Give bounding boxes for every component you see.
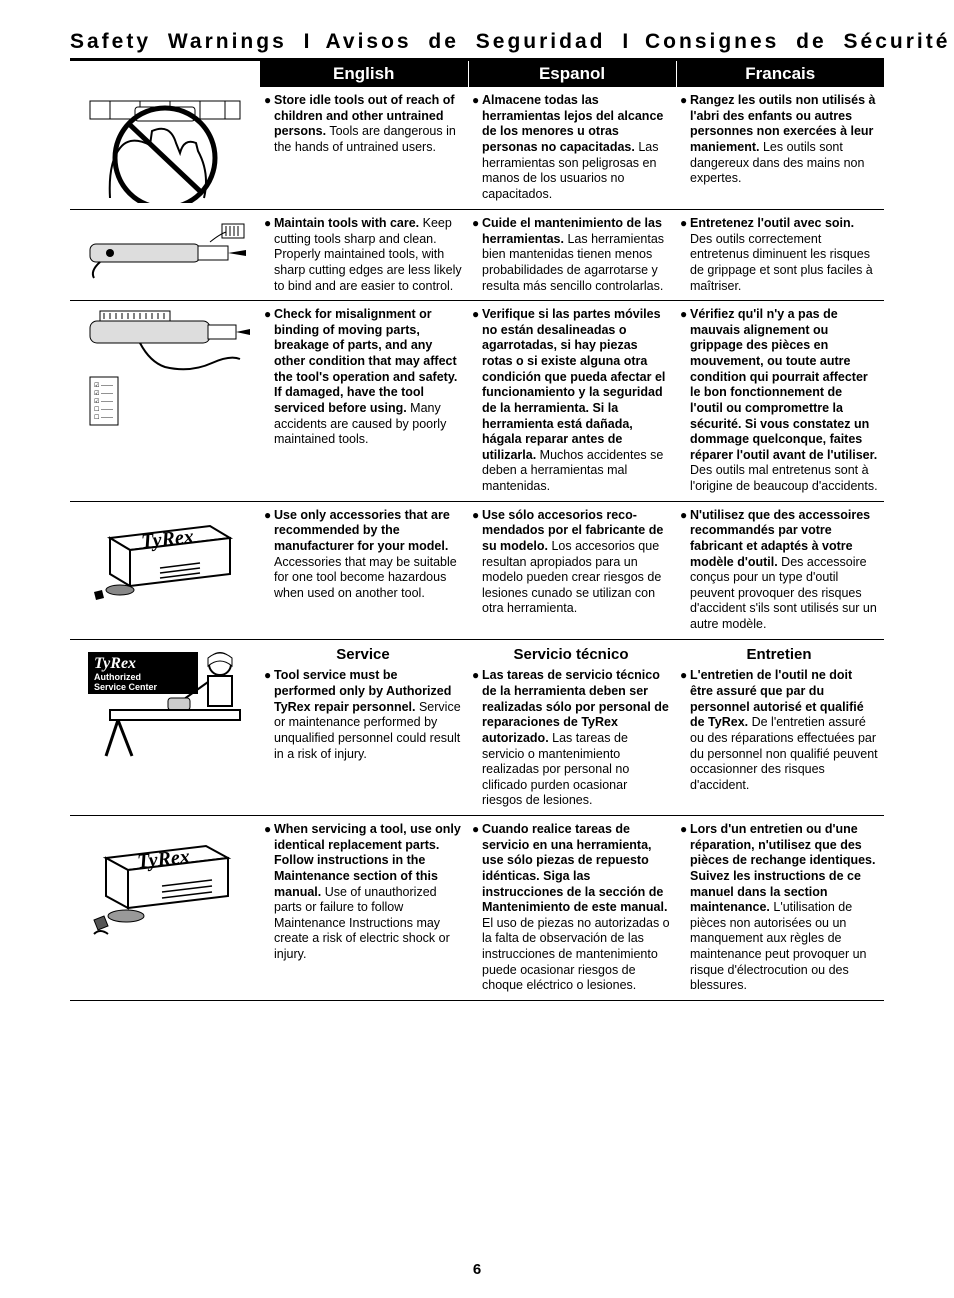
bullet-icon: ● [472,508,482,523]
cell-text: Las tareas de servicio técnico de la her… [482,668,670,809]
cell-text: When servicing a tool, use only identica… [274,822,462,963]
bullet-icon: ● [680,668,690,683]
title-sep1: I [304,30,310,53]
illustration-service-center: TyRex Authorized Service Center [70,639,260,815]
svg-text:☑ ——: ☑ —— [94,390,113,397]
blank-header [70,61,260,87]
illustration-checklist: ☑ ——☑ ——☑ ——☐ ——☐ —— [70,301,260,502]
cell-text: Rangez les outils non utilisés à l'abri … [690,93,878,187]
header-fr: Francais [676,61,884,87]
svg-text:☐ ——: ☐ —— [94,414,113,421]
title-en: Safety Warnings [70,30,287,53]
header-es: Espanol [468,61,676,87]
illustration-replacement-parts: TyRex [70,816,260,1001]
title-fr: Consignes de Sécurité [645,30,950,53]
table-row: ☑ ——☑ ——☑ ——☐ ——☐ —— ●Check for misalign… [70,301,884,502]
section-heading-fr: Entretien [680,646,878,665]
cell-text: Tool service must be performed only by A… [274,668,462,762]
svg-text:☑ ——: ☑ —— [94,382,113,389]
title-sep2: I [622,30,628,53]
bullet-icon: ● [264,93,274,108]
cell-text: Vérifiez qu'il n'y a pas de mauvais alig… [690,307,878,495]
table-row: TyRex ●Use only accessories that are rec… [70,501,884,639]
table-row: ●Store idle tools out of reach of childr… [70,87,884,210]
illustration-accessories-box: TyRex [70,501,260,639]
table-row: ●Maintain tools with care. Keep cutting … [70,210,884,301]
cell-text: Maintain tools with care. Keep cutting t… [274,216,462,294]
bullet-icon: ● [680,93,690,108]
svg-text:Service Center: Service Center [94,682,158,692]
svg-text:☑ ——: ☑ —— [94,398,113,405]
warnings-table: English Espanol Francais ●Store idle too… [70,61,884,1001]
svg-text:Authorized: Authorized [94,672,141,682]
cell-text: Entretenez l'outil avec soin. Des outils… [690,216,878,294]
cell-text: Lors d'un entretien ou d'une réparation,… [690,822,878,994]
cell-text: L'entretien de l'outil ne doit être assu… [690,668,878,793]
bullet-icon: ● [264,822,274,837]
bullet-icon: ● [472,307,482,322]
bullet-icon: ● [472,668,482,683]
bullet-icon: ● [680,508,690,523]
bullet-icon: ● [680,307,690,322]
bullet-icon: ● [264,508,274,523]
table-row: TyRex Authorized Service Center Service … [70,639,884,815]
page-number: 6 [70,1261,884,1278]
bullet-icon: ● [472,216,482,231]
cell-text: Cuide el mantenimiento de las herramient… [482,216,670,294]
cell-text: Check for misalignment or binding of mov… [274,307,462,448]
cell-text: Store idle tools out of reach of childre… [274,93,462,156]
illustration-maintain [70,210,260,301]
bullet-icon: ● [264,668,274,683]
header-en: English [260,61,468,87]
bullet-icon: ● [264,307,274,322]
table-row: TyRex ●When servicing a tool, use only i… [70,816,884,1001]
title-es: Avisos de Seguridad [326,30,606,53]
cell-text: Cuando realice tareas de servicio en una… [482,822,670,994]
cell-text: Use sólo accesorios reco­mendados por el… [482,508,670,617]
cell-text: Almacene todas las herramientas lejos de… [482,93,670,202]
bullet-icon: ● [264,216,274,231]
svg-text:TyRex: TyRex [94,655,136,672]
illustration-no-reach [70,87,260,210]
cell-text: Verifique si las partes móviles no están… [482,307,670,495]
section-heading-en: Service [264,646,462,665]
svg-text:☐ ——: ☐ —— [94,406,113,413]
bullet-icon: ● [680,822,690,837]
bullet-icon: ● [680,216,690,231]
page-title: Safety Warnings I Avisos de Seguridad I … [70,30,884,54]
cell-text: N'utilisez que des acces­soires recomman… [690,508,878,633]
section-heading-es: Servicio técnico [472,646,670,665]
bullet-icon: ● [472,822,482,837]
bullet-icon: ● [472,93,482,108]
cell-text: Use only accessories that are recommende… [274,508,462,602]
